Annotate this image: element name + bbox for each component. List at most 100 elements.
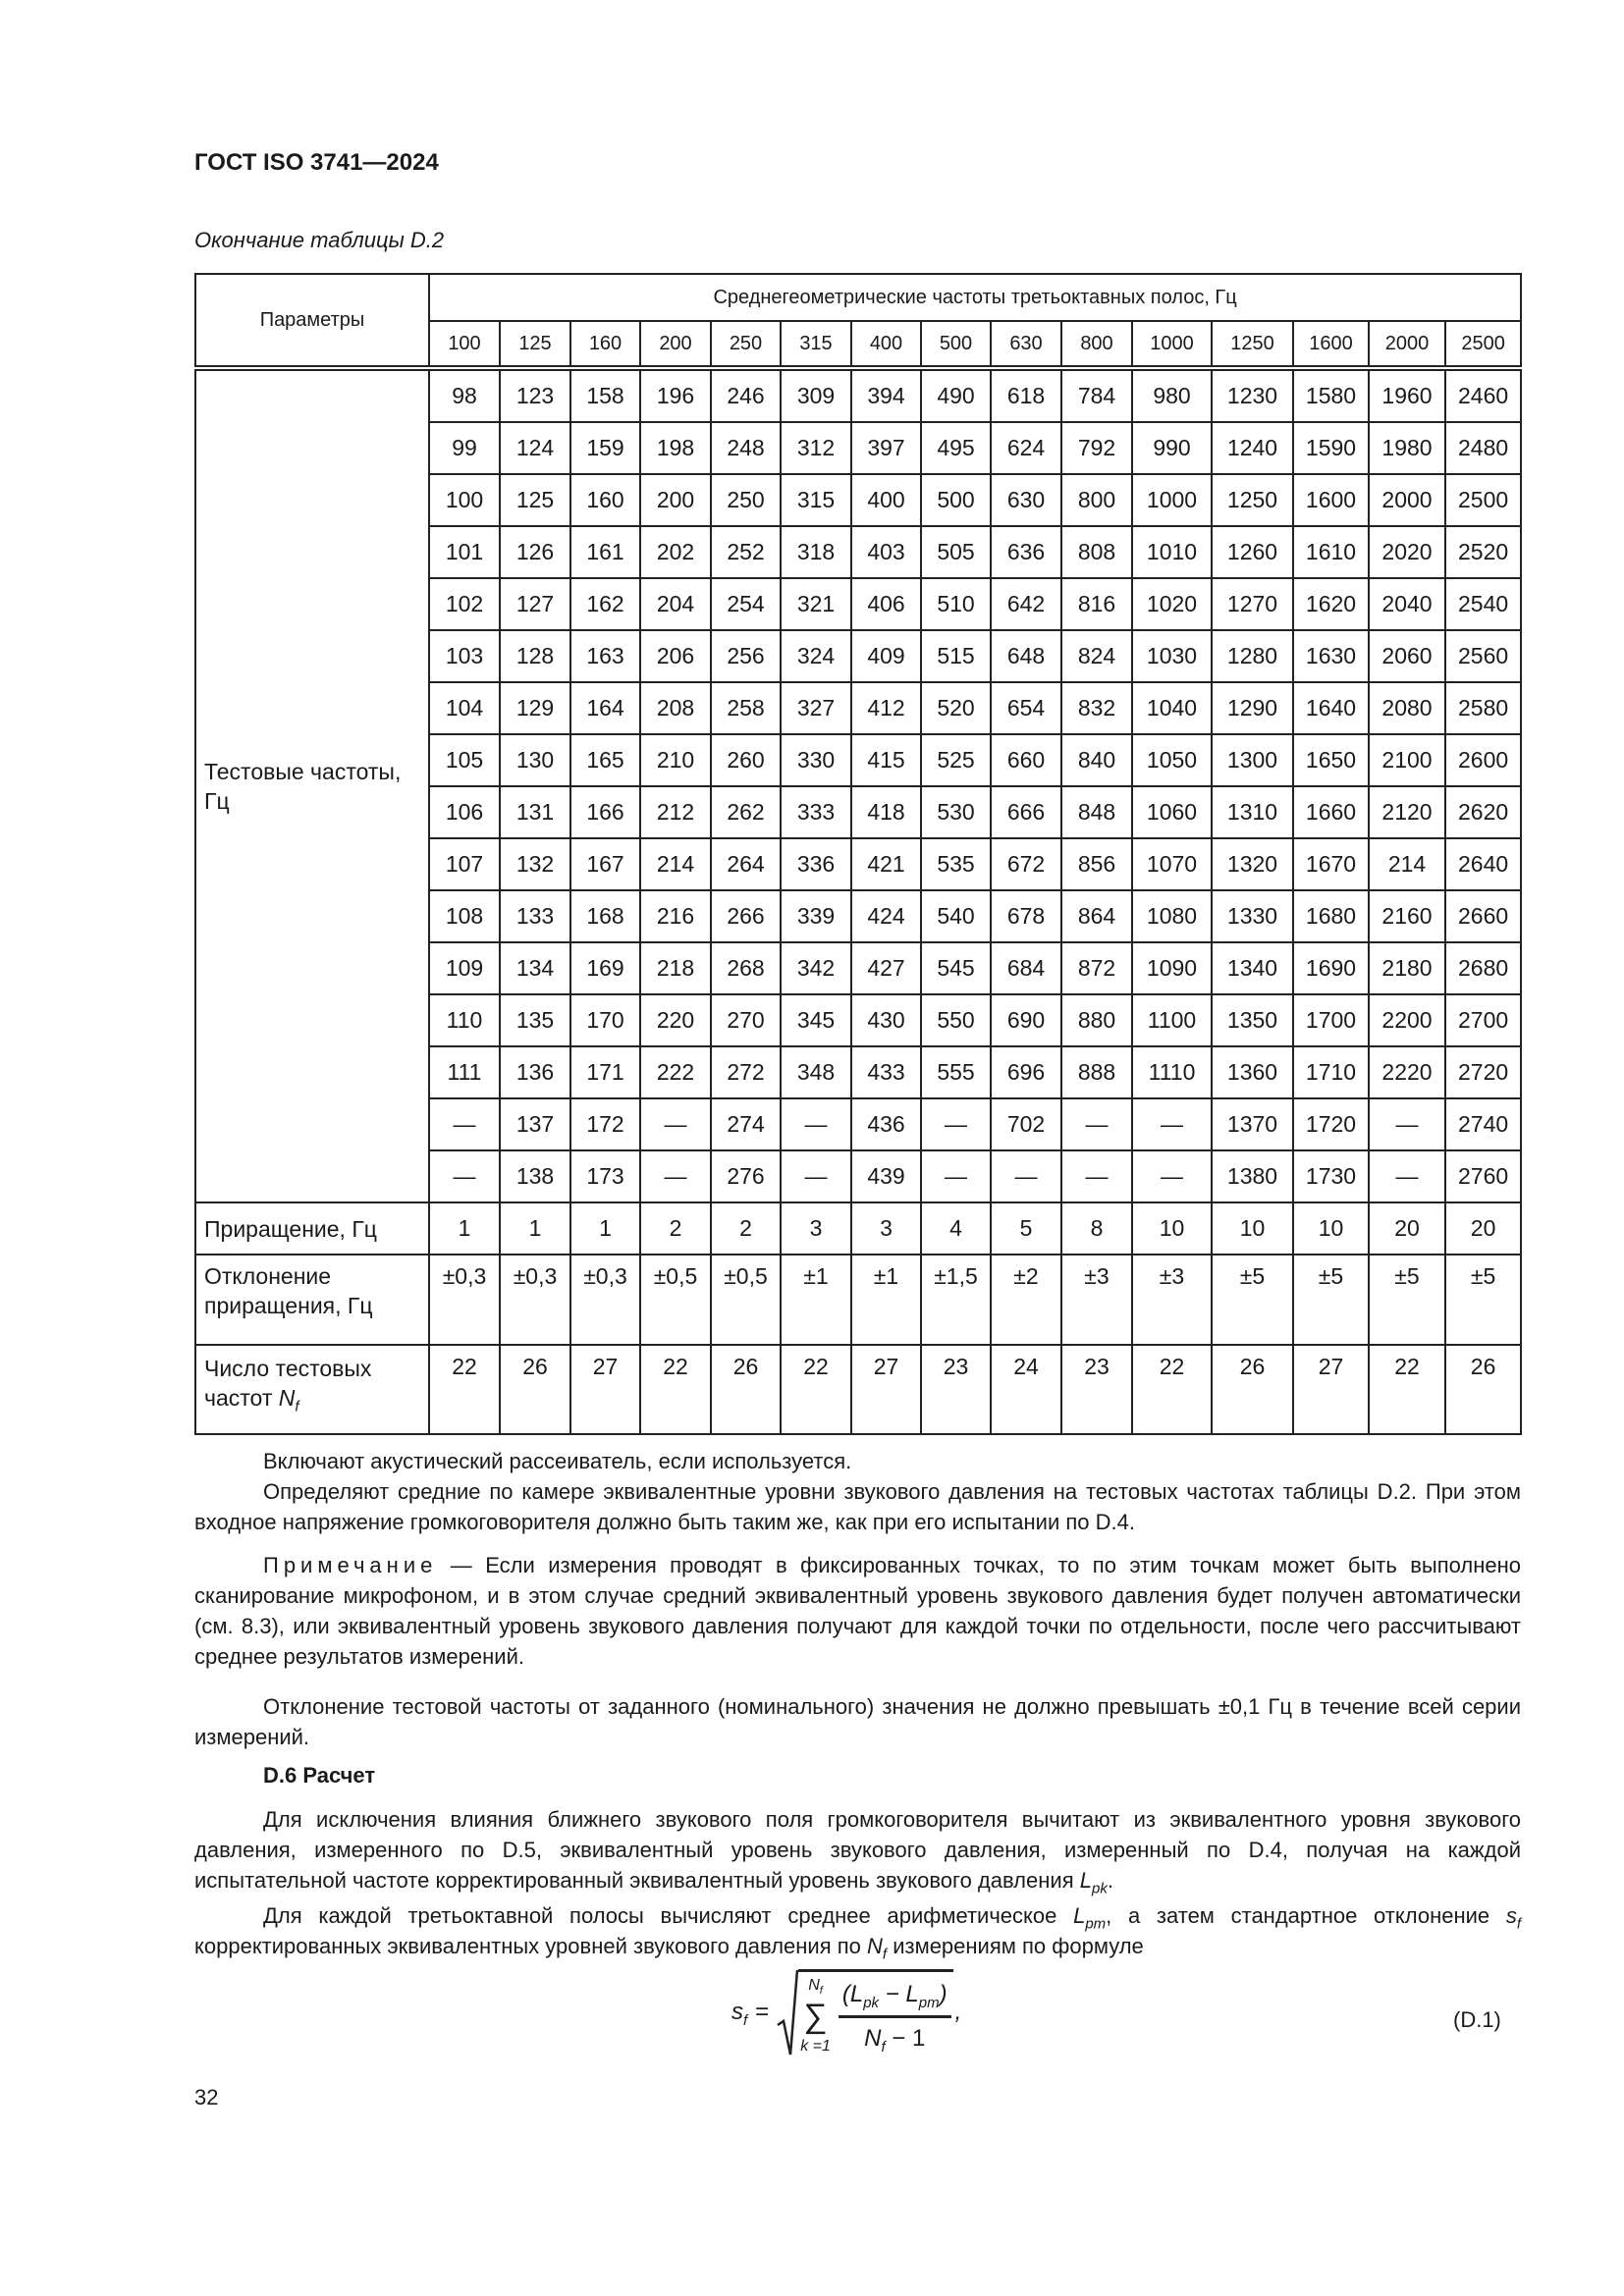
cell: 2660 xyxy=(1443,889,1523,943)
cell: 101 xyxy=(428,525,501,579)
cell: 173 xyxy=(569,1149,641,1203)
cell: 315 xyxy=(780,473,852,527)
cell: 2540 xyxy=(1443,577,1523,631)
cell: 109 xyxy=(428,941,501,995)
cell: 636 xyxy=(990,525,1062,579)
cell: 2620 xyxy=(1443,785,1523,839)
cell: — xyxy=(428,1149,501,1203)
cell: 159 xyxy=(569,421,641,475)
cell: 172 xyxy=(569,1097,641,1151)
table-row: 109 134 169 218 268 342 427 545 684 872 1090 1340 16… xyxy=(195,941,1523,995)
numerator: (Lpk − Lpm) xyxy=(838,1978,951,2018)
cell: 26 xyxy=(1443,1344,1523,1435)
sum-lower: k =1 xyxy=(800,2038,831,2055)
param-header: Параметры xyxy=(194,273,430,371)
p5-var1: L xyxy=(1073,1903,1086,1928)
cell: 1380 xyxy=(1211,1149,1294,1203)
page-number: 32 xyxy=(194,2085,219,2109)
p4-end: . xyxy=(1107,1868,1113,1893)
cell: 397 xyxy=(850,421,922,475)
cell: 125 xyxy=(499,473,571,527)
cell: 427 xyxy=(850,941,922,995)
cell: 1660 xyxy=(1292,785,1370,839)
cell: 126 xyxy=(499,525,571,579)
cell: 24 xyxy=(990,1344,1062,1435)
cell: 2720 xyxy=(1443,1045,1523,1099)
cell: 129 xyxy=(499,681,571,735)
note: Примечание — Если измерения проводят в ф… xyxy=(194,1550,1521,1672)
cell: 327 xyxy=(780,681,852,735)
cell: 216 xyxy=(639,889,712,943)
cell: 2100 xyxy=(1368,733,1446,787)
freq-col-header: 200 xyxy=(639,320,712,371)
cell: 2740 xyxy=(1443,1097,1523,1151)
cell: 550 xyxy=(920,993,992,1047)
cell: — xyxy=(780,1097,852,1151)
cell: ±0,3 xyxy=(499,1254,571,1346)
cell: 525 xyxy=(920,733,992,787)
cell: 135 xyxy=(499,993,571,1047)
cell: 165 xyxy=(569,733,641,787)
cell: 106 xyxy=(428,785,501,839)
table-row: 99 124 159 198 248 312 397 495 624 792 990 1240 1590… xyxy=(195,421,1523,475)
cell: 260 xyxy=(710,733,782,787)
cell: 26 xyxy=(1211,1344,1294,1435)
cell: ±5 xyxy=(1368,1254,1446,1346)
cell: 2040 xyxy=(1368,577,1446,631)
fraction: (Lpk − Lpm) Nf − 1 xyxy=(838,1978,951,2056)
cell: 169 xyxy=(569,941,641,995)
cell: 1 xyxy=(569,1201,641,1255)
cell: 100 xyxy=(428,473,501,527)
table-row: 103 128 163 206 256 324 409 515 648 824 1030 1280 16… xyxy=(195,629,1523,683)
cell: 162 xyxy=(569,577,641,631)
cell: ±0,3 xyxy=(428,1254,501,1346)
cell: 206 xyxy=(639,629,712,683)
p5-c: корректированных эквивалентных уровней з… xyxy=(194,1934,868,1958)
cell: 130 xyxy=(499,733,571,787)
cell: 218 xyxy=(639,941,712,995)
cell: — xyxy=(920,1097,992,1151)
table-row-increment: Приращение, Гц 1 1 1 2 2 3 3 4 5 8 10 10 10 20 20 xyxy=(194,1201,1523,1255)
cell: ±0,3 xyxy=(569,1254,641,1346)
formula-lhs: sf xyxy=(731,1999,748,2029)
cell: 500 xyxy=(920,473,992,527)
cell: 418 xyxy=(850,785,922,839)
p5-d: измерениям по формуле xyxy=(887,1934,1144,1958)
paragraph-5: Для каждой третьоктавной полосы вычисляю… xyxy=(194,1900,1521,1961)
cell: 2060 xyxy=(1368,629,1446,683)
cell: 1590 xyxy=(1292,421,1370,475)
cell: — xyxy=(639,1097,712,1151)
cell: 2 xyxy=(710,1201,782,1255)
cell: 684 xyxy=(990,941,1062,995)
cell: 158 xyxy=(569,368,641,423)
p4-text: Для исключения влияния ближнего звуковог… xyxy=(194,1807,1521,1893)
cell: 103 xyxy=(428,629,501,683)
cell: 702 xyxy=(990,1097,1062,1151)
cell: 134 xyxy=(499,941,571,995)
cell: 2220 xyxy=(1368,1045,1446,1099)
cell: 2580 xyxy=(1443,681,1523,735)
p5-b: , а затем стандартное отклонение xyxy=(1106,1903,1506,1928)
cell: — xyxy=(1060,1149,1133,1203)
cell: 520 xyxy=(920,681,992,735)
cell: 1250 xyxy=(1211,473,1294,527)
note-label: Примечание xyxy=(263,1553,438,1577)
cell: ±3 xyxy=(1131,1254,1213,1346)
cell: 22 xyxy=(1131,1344,1213,1435)
cell: 1630 xyxy=(1292,629,1370,683)
cell: 630 xyxy=(990,473,1062,527)
cell: 816 xyxy=(1060,577,1133,631)
sum: Nf ∑ k =1 xyxy=(800,1976,831,2056)
cell: 439 xyxy=(850,1149,922,1203)
cell: 2760 xyxy=(1443,1149,1523,1203)
cell: — xyxy=(428,1097,501,1151)
cell: 1000 xyxy=(1131,473,1213,527)
cell: 3 xyxy=(850,1201,922,1255)
cell: 262 xyxy=(710,785,782,839)
paragraph-3: Отклонение тестовой частоты от заданного… xyxy=(194,1694,1521,1749)
cell: 27 xyxy=(850,1344,922,1435)
cell: ±1 xyxy=(850,1254,922,1346)
cell: 20 xyxy=(1368,1201,1446,1255)
cell: ±2 xyxy=(990,1254,1062,1346)
cell: — xyxy=(1060,1097,1133,1151)
